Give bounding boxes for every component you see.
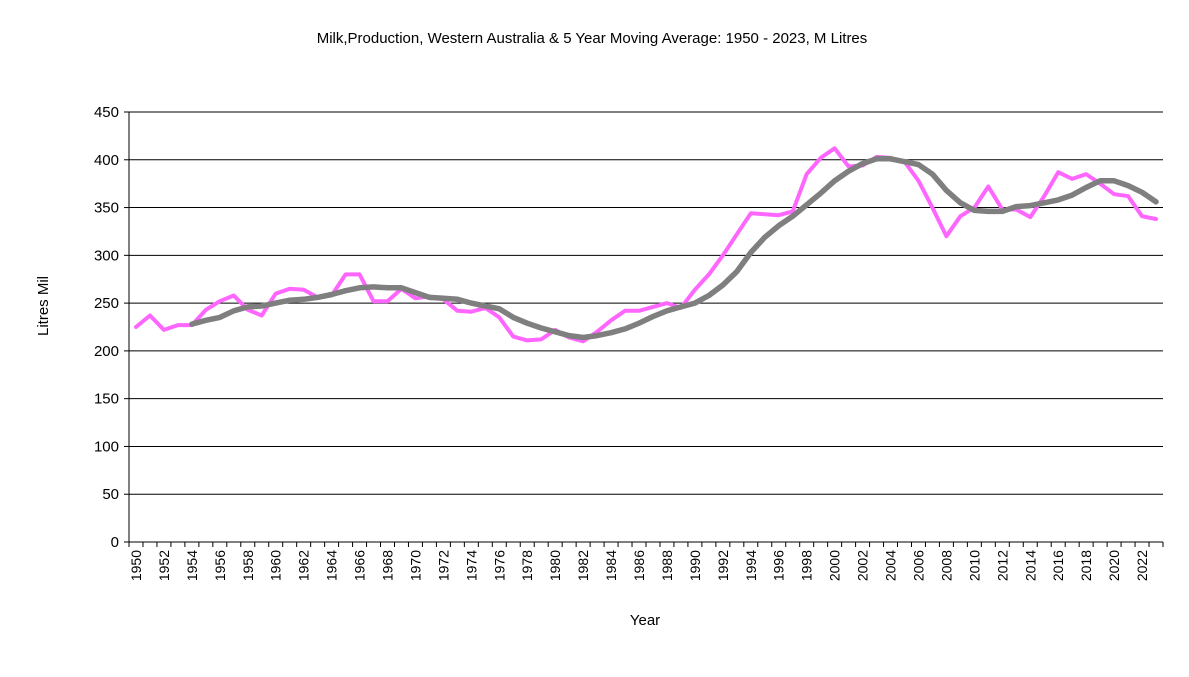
x-tick-label: 1994 — [743, 550, 759, 581]
y-tick-label: 300 — [94, 247, 119, 264]
y-axis-label: Litres Mil — [35, 276, 52, 336]
x-tick-label: 1974 — [463, 550, 479, 581]
x-tick-label: 1968 — [380, 550, 396, 581]
x-tick-label: 1982 — [575, 550, 591, 581]
x-tick-label: 2004 — [883, 550, 899, 581]
x-tick-label: 1978 — [519, 550, 535, 581]
chart-title: Milk,Production, Western Australia & 5 Y… — [317, 30, 868, 47]
y-tick-label: 450 — [94, 104, 119, 121]
x-tick-label: 2018 — [1078, 550, 1094, 581]
x-tick-label: 2000 — [827, 550, 843, 581]
y-tick-label: 0 — [111, 534, 119, 551]
y-tick-label: 100 — [94, 438, 119, 455]
y-axis-tick-labels: 0 50 100 150 200 250 300 350 400 450 — [94, 104, 119, 551]
x-tick-label: 1976 — [491, 550, 507, 581]
y-tick-label: 200 — [94, 343, 119, 360]
x-tick-label: 1988 — [659, 550, 675, 581]
x-tick-label: 2008 — [938, 550, 954, 581]
x-tick-label: 2016 — [1050, 550, 1066, 581]
x-tick-label: 1960 — [268, 550, 284, 581]
gridlines — [129, 111, 1163, 495]
x-tick-label: 2002 — [855, 550, 871, 581]
x-tick-label: 2020 — [1106, 550, 1122, 581]
x-axis-label: Year — [630, 612, 660, 629]
x-tick-label: 1952 — [156, 550, 172, 581]
x-tick-label: 1956 — [212, 550, 228, 581]
x-tick-label: 1966 — [352, 550, 368, 581]
x-tick-label: 1950 — [128, 550, 144, 581]
y-tick-label: 350 — [94, 200, 119, 217]
y-tick-label: 50 — [102, 486, 119, 503]
series-line-production — [134, 146, 1158, 344]
y-tick-label: 250 — [94, 295, 119, 312]
x-tick-label: 1992 — [715, 550, 731, 581]
axes — [124, 111, 1164, 547]
x-tick-label: 1984 — [603, 550, 619, 581]
x-tick-label: 1998 — [799, 550, 815, 581]
x-tick-label: 1964 — [324, 550, 340, 581]
x-tick-label: 2012 — [994, 550, 1010, 581]
x-tick-label: 1962 — [296, 550, 312, 581]
x-tick-label: 1990 — [687, 550, 703, 581]
x-axis-tick-labels: 1950 1952 1954 1956 1958 1960 1962 1964 1966 1968… — [128, 550, 1150, 581]
x-tick-label: 2014 — [1022, 550, 1038, 581]
x-tick-label: 1958 — [240, 550, 256, 581]
x-tick-label: 1996 — [771, 550, 787, 581]
x-tick-label: 1980 — [547, 550, 563, 581]
x-tick-label: 2022 — [1134, 550, 1150, 581]
x-tick-label: 1970 — [407, 550, 423, 581]
x-tick-label: 1954 — [184, 550, 200, 581]
x-tick-label: 1986 — [631, 550, 647, 581]
x-tick-label: 1972 — [435, 550, 451, 581]
x-tick-label: 2010 — [966, 550, 982, 581]
y-tick-label: 150 — [94, 391, 119, 408]
series-line-moving-average — [189, 156, 1159, 341]
y-tick-label: 400 — [94, 152, 119, 169]
series-lines — [134, 146, 1159, 344]
x-tick-label: 2006 — [910, 550, 926, 581]
